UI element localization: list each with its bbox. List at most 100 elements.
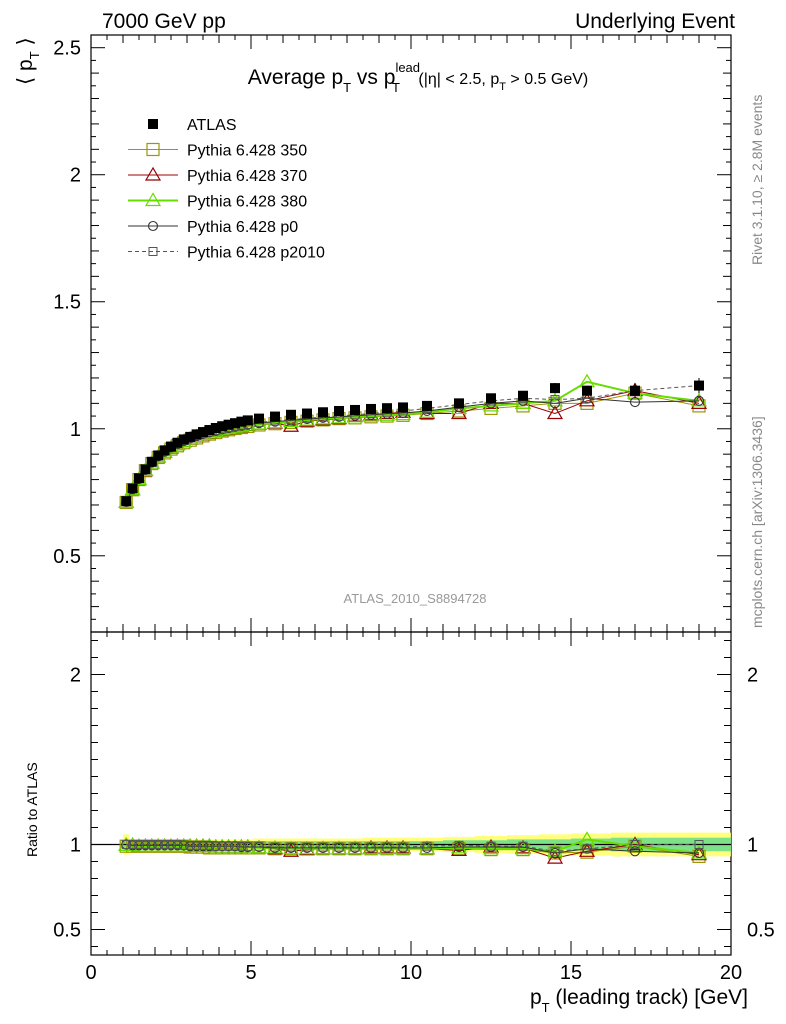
x-tick-label: 0	[85, 962, 96, 984]
data-point	[217, 421, 228, 432]
data-point	[302, 408, 312, 419]
title-sub: T	[499, 81, 506, 93]
data-point	[518, 390, 528, 401]
data-point	[630, 385, 640, 396]
ratio-point	[398, 842, 408, 852]
legend-marker-p350	[146, 142, 160, 157]
header-left: 7000 GeV pp	[102, 10, 226, 33]
ratio-point	[630, 840, 640, 849]
main-title: Average pT vs plead T (|η| < 2.5, pT > 0.…	[248, 60, 588, 95]
ratio-point	[694, 840, 704, 849]
ratio-point	[422, 841, 432, 851]
data-point	[121, 496, 132, 507]
legend-label-p0: Pythia 6.428 p0	[187, 219, 298, 236]
title-sub: T	[343, 80, 351, 95]
ratio-series-p2010	[121, 840, 704, 856]
ratio-point	[198, 840, 208, 850]
data-point	[172, 437, 183, 448]
data-point	[422, 400, 432, 411]
ratio-point	[629, 846, 641, 857]
ratio-point	[172, 840, 182, 849]
data-point	[398, 402, 408, 413]
legend-marker-p380	[144, 192, 162, 207]
data-point	[146, 456, 157, 467]
data-point	[140, 464, 151, 475]
ratio-point	[254, 841, 264, 851]
y-tick-label-right: 2	[747, 665, 758, 687]
ratio-point	[243, 841, 253, 851]
data-point	[178, 434, 189, 445]
data-point	[236, 416, 247, 427]
series-line-p370	[125, 390, 700, 503]
legend-label-p2010: Pythia 6.428 p2010	[187, 245, 325, 262]
data-point	[254, 413, 264, 424]
data-point	[166, 441, 176, 452]
y-tick-label: 2	[70, 165, 81, 187]
ratio-point	[224, 841, 234, 851]
ratio-point	[454, 840, 464, 850]
ratio-point	[350, 842, 360, 852]
series-p350	[119, 386, 706, 510]
data-point	[210, 423, 221, 434]
data-point	[693, 395, 705, 406]
ratio-point	[147, 840, 157, 849]
ratio-line-p0	[126, 844, 700, 854]
ratio-point	[318, 842, 328, 852]
ratio-point	[270, 842, 280, 852]
series-p370	[118, 382, 708, 509]
data-point	[694, 380, 704, 391]
data-point	[242, 415, 253, 426]
ratio-point	[582, 844, 592, 854]
ratio-point	[690, 846, 708, 861]
data-point	[198, 427, 208, 438]
legend-marker-p370	[144, 166, 162, 181]
main-axis-ticks: 0.5 1 1.5 2 2.5	[53, 35, 732, 632]
ratio-series-layer	[118, 831, 708, 864]
x-tick-label: 5	[245, 962, 256, 984]
y-tick-label: 0.5	[53, 546, 81, 568]
ratio-point	[334, 842, 344, 852]
ratio-point	[185, 840, 195, 850]
title-part: (|η| < 2.5, p	[414, 71, 499, 88]
data-point	[550, 395, 560, 405]
x-axis-label: pT (leading track) [GeV]	[530, 986, 748, 1015]
data-point	[486, 393, 496, 404]
ratio-point	[211, 841, 221, 851]
y-tick-label-right: 1	[747, 835, 758, 857]
ratio-point	[121, 840, 131, 849]
y-tick-label-right: 0.5	[747, 920, 775, 942]
watermark: ATLAS_2010_S8894728	[344, 591, 487, 606]
series-p0	[121, 393, 705, 507]
ylabel-part: ⟨ p	[14, 59, 37, 85]
data-point	[153, 450, 164, 461]
data-point	[582, 385, 592, 396]
header-right: Underlying Event	[575, 10, 735, 33]
legend-marker-p2010	[148, 247, 158, 256]
mcplots-label: mcplots.cern.ch [arXiv:1306.3436]	[749, 416, 765, 628]
data-point	[318, 407, 328, 418]
ratio-point	[302, 842, 312, 852]
ratio-point	[546, 849, 564, 864]
ratio-point	[486, 841, 496, 851]
ratio-point	[179, 840, 189, 850]
ratio-panel-frame	[90, 631, 732, 956]
data-point	[191, 429, 202, 440]
legend-marker-p0	[147, 220, 159, 232]
data-point	[282, 418, 300, 432]
legend-marker-atlas	[148, 119, 158, 129]
data-point	[550, 383, 560, 394]
data-point	[286, 409, 296, 420]
legend-label-p370: Pythia 6.428 370	[187, 168, 307, 185]
legend-label-p380: Pythia 6.428 380	[187, 194, 307, 211]
legend: ATLAS Pythia 6.428 350 Pythia 6.428 370 Pyt…	[128, 117, 325, 262]
data-point	[159, 445, 170, 456]
ratio-point	[166, 840, 176, 849]
ratio-point	[128, 840, 138, 849]
ratio-point	[217, 841, 227, 851]
data-point	[223, 419, 234, 430]
ylabel-sub: T	[27, 51, 42, 59]
ratio-point	[153, 840, 163, 849]
ratio-point	[192, 840, 202, 850]
ratio-point	[134, 840, 144, 849]
